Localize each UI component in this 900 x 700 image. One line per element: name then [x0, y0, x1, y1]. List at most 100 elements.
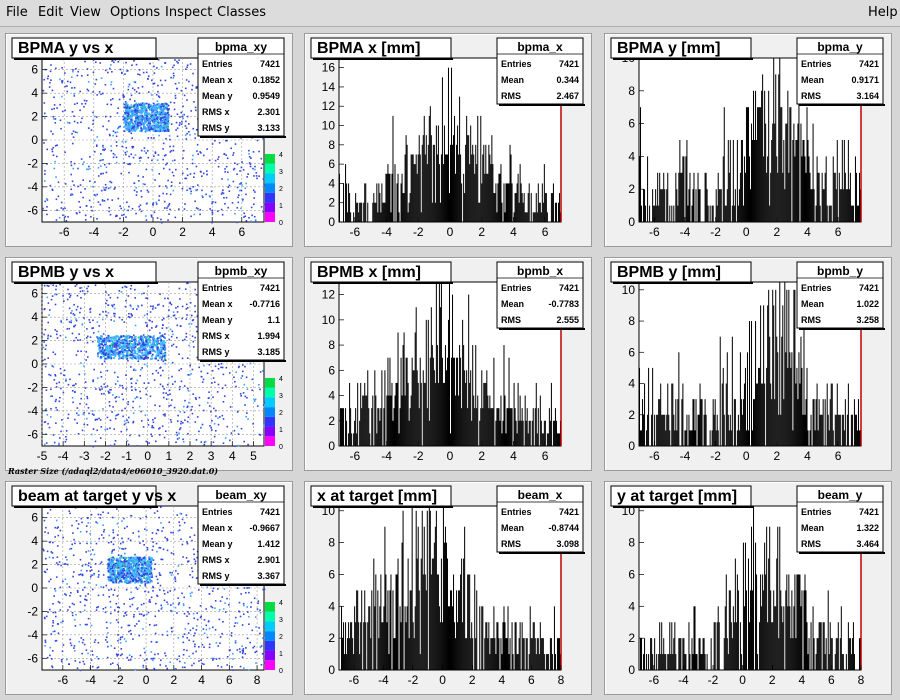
histogram-bar: [432, 558, 434, 670]
histogram-bar: [654, 205, 656, 222]
x-tick-label: 4: [510, 449, 517, 463]
pad-bpmb-xy[interactable]: 0 1 2 3 4 -5 -4 -3 -2 -1 0 1 2 3 4 5 -6 -4 -2 0 2 4 6 BPMB y vs…: [5, 257, 293, 471]
pad-beam-y[interactable]: -6 -4 -2 0 2 4 6 8 0 2 4 6 8 10 y at target [mm] beam_y…: [604, 481, 892, 695]
histogram-bar: [525, 420, 527, 446]
histogram-bar: [445, 542, 447, 670]
y-tick-label: -4: [27, 180, 38, 194]
title-box-shadow: [14, 58, 158, 60]
histogram-bar: [830, 205, 832, 222]
pad-beam-x[interactable]: -6 -4 -2 0 2 4 6 8 0 2 4 6 8 10 x at target [mm] beam_x…: [304, 481, 592, 695]
histogram-bar: [518, 638, 520, 670]
menu-view[interactable]: View: [70, 5, 101, 20]
pad-bpmb-y[interactable]: -6 -4 -2 0 2 4 6 0 2 4 6 8 10 BPMB y [mm] bpmb_y Entrie…: [604, 257, 892, 471]
y-tick-label: 2: [31, 334, 38, 348]
pad-bpma-y[interactable]: -6-4-202460246810BPMA y [mm]bpma_yEntrie…: [604, 33, 892, 247]
stats-name: bpma_y: [817, 40, 863, 54]
histogram-bar: [828, 654, 830, 670]
histogram-bar: [709, 205, 711, 222]
title-box-shadow: [613, 58, 753, 60]
histogram-bar: [723, 638, 725, 670]
stats-value: 0.9171: [851, 75, 879, 85]
pad-bpma-xy[interactable]: 0 1 2 3 4 -6 -4 -2 0 2 4 6 -6 -4 -2 0 2 4 6 BPMA y vs x bpma…: [5, 33, 293, 247]
histogram-bar: [793, 606, 795, 670]
histogram-bar: [834, 172, 836, 222]
histogram-bar: [829, 399, 831, 446]
x-tick-label: 6: [835, 225, 842, 239]
pad-bpmb-x[interactable]: -6 -4 -2 0 2 4 6 0 2 4 6 8 10 12 BPMB x [mm] bpmb_x Entr…: [304, 257, 592, 471]
menu-edit[interactable]: Edit: [38, 5, 64, 20]
x-tick-label: 4: [209, 225, 216, 239]
x-tick-label: 6: [835, 449, 842, 463]
stats-value: 2.467: [556, 91, 579, 101]
histogram-bar: [806, 367, 808, 446]
histogram-bar: [771, 399, 773, 446]
histogram-bar: [837, 414, 839, 446]
x-tick-label: 8: [254, 673, 261, 687]
menu-options[interactable]: Options: [110, 5, 161, 20]
histogram-bar: [528, 420, 530, 446]
histogram-bar: [784, 282, 786, 446]
histogram-bar: [799, 574, 801, 670]
histogram-bar: [639, 367, 641, 446]
stats-key: Entries: [501, 283, 532, 293]
y-tick-label: 2: [628, 182, 635, 196]
histogram-bar: [737, 414, 739, 446]
histogram-bar: [840, 606, 842, 670]
heatmap-cells: [42, 58, 266, 224]
histogram-bar: [398, 212, 400, 222]
histogram-bar: [784, 189, 786, 222]
histogram-bar: [522, 638, 524, 670]
histogram-bar: [494, 638, 496, 670]
histogram-bar: [436, 345, 438, 446]
histogram-bar: [819, 414, 821, 446]
histogram-bar: [417, 382, 419, 446]
histogram-bar: [492, 408, 494, 446]
x-tick-label: 4: [804, 449, 811, 463]
histogram-bar: [842, 654, 844, 670]
palette-tick-label: 2: [279, 410, 283, 417]
histogram-bar: [857, 205, 859, 222]
menu-inspect[interactable]: Inspect: [165, 5, 213, 20]
histogram-bar: [714, 622, 716, 670]
histogram-bar: [647, 414, 649, 446]
histogram-bar: [775, 606, 777, 670]
histogram-bar: [692, 654, 694, 670]
x-tick-label: 4: [798, 673, 805, 687]
histogram-bar: [732, 606, 734, 670]
title-box-shadow: [14, 282, 158, 284]
histogram-bar: [671, 622, 673, 670]
pad-bpma-x[interactable]: -6 -4 -2 0 2 4 6 0 2 4 6 8 10 12 14 16 BPMA x [mm] bpma_x…: [304, 33, 592, 247]
histogram-bar: [446, 357, 448, 446]
root-canvas[interactable]: 0 1 2 3 4 -6 -4 -2 0 2 4 6 -6 -4 -2 0 2 4 6 BPMA y vs x bpma…: [0, 27, 900, 700]
stats-value: 3.164: [856, 91, 879, 101]
y-tick-label: 12: [322, 99, 336, 113]
pad-beam-xy[interactable]: 0 1 2 3 4 -6 -4 -2 0 2 4 6 8 -6 -4 -2 0 2 4 6 beam at target…: [5, 481, 293, 695]
histogram-bar: [488, 622, 490, 670]
x-tick-label: 2: [478, 225, 485, 239]
menu-classes[interactable]: Classes: [217, 5, 266, 20]
histogram-bar: [488, 408, 490, 446]
chart-svg: -6 -4 -2 0 2 4 6 0 2 4 6 8 10 12 14 16 BPMA x [mm] bpma_x…: [310, 37, 585, 239]
histogram-bar: [451, 590, 453, 670]
menu-file[interactable]: File: [6, 5, 28, 20]
palette-cell: [265, 212, 275, 222]
histogram-bar: [378, 183, 380, 222]
y-tick-label: -4: [27, 404, 38, 418]
x-tick-label: 6: [542, 225, 549, 239]
histogram-bar: [431, 345, 433, 446]
histogram-bar: [651, 414, 653, 446]
histogram-bar: [515, 420, 517, 446]
histogram-bar: [761, 383, 763, 446]
histogram-bar: [734, 399, 736, 446]
histogram-bar: [531, 638, 533, 670]
histogram-bar: [768, 558, 770, 670]
histogram-bar: [795, 383, 797, 446]
menu-help[interactable]: Help: [868, 5, 898, 20]
histogram-bar: [648, 367, 650, 446]
stats-value: 0.344: [556, 75, 579, 85]
palette-tick-label: 0: [279, 444, 283, 451]
y-tick-label: -2: [27, 604, 38, 618]
histogram-bar: [781, 107, 783, 222]
histogram-bar: [776, 336, 778, 446]
histogram-bar: [681, 172, 683, 222]
